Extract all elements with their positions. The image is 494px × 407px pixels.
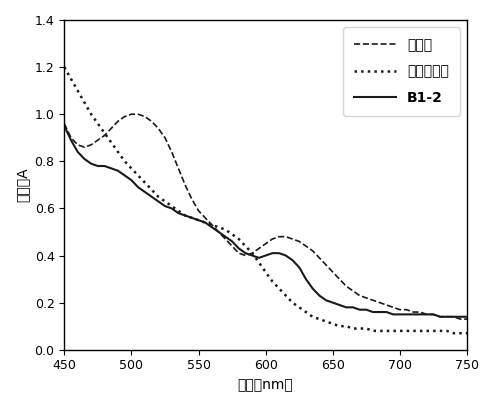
亚硝酸盐组: [61, 65, 67, 70]
Y-axis label: 吸光度A: 吸光度A: [15, 168, 29, 202]
B1-2: [155, 199, 161, 204]
对照组: [61, 121, 67, 126]
对照组: [209, 223, 215, 228]
B1-2: [303, 277, 309, 282]
对照组: [128, 112, 134, 117]
B1-2: [464, 314, 470, 319]
B1-2: [437, 314, 443, 319]
Line: B1-2: B1-2: [64, 126, 467, 317]
对照组: [149, 119, 155, 124]
X-axis label: 波长（nm）: 波长（nm）: [238, 378, 293, 392]
对照组: [283, 234, 288, 239]
亚硝酸盐组: [276, 286, 282, 291]
对照组: [464, 317, 470, 322]
亚硝酸盐组: [411, 328, 416, 333]
Line: 亚硝酸盐组: 亚硝酸盐组: [64, 67, 467, 333]
Line: 对照组: 对照组: [64, 114, 467, 319]
B1-2: [202, 220, 208, 225]
亚硝酸盐组: [142, 180, 148, 185]
亚硝酸盐组: [464, 331, 470, 336]
B1-2: [276, 251, 282, 256]
亚硝酸盐组: [303, 310, 309, 315]
Legend: 对照组, 亚硝酸盐组, B1-2: 对照组, 亚硝酸盐组, B1-2: [343, 27, 460, 116]
亚硝酸盐组: [451, 331, 456, 336]
亚硝酸盐组: [202, 220, 208, 225]
B1-2: [142, 190, 148, 195]
B1-2: [61, 124, 67, 129]
对照组: [417, 310, 423, 315]
对照组: [457, 317, 463, 322]
对照组: [162, 135, 168, 140]
B1-2: [411, 312, 416, 317]
亚硝酸盐组: [155, 194, 161, 199]
对照组: [310, 248, 316, 253]
